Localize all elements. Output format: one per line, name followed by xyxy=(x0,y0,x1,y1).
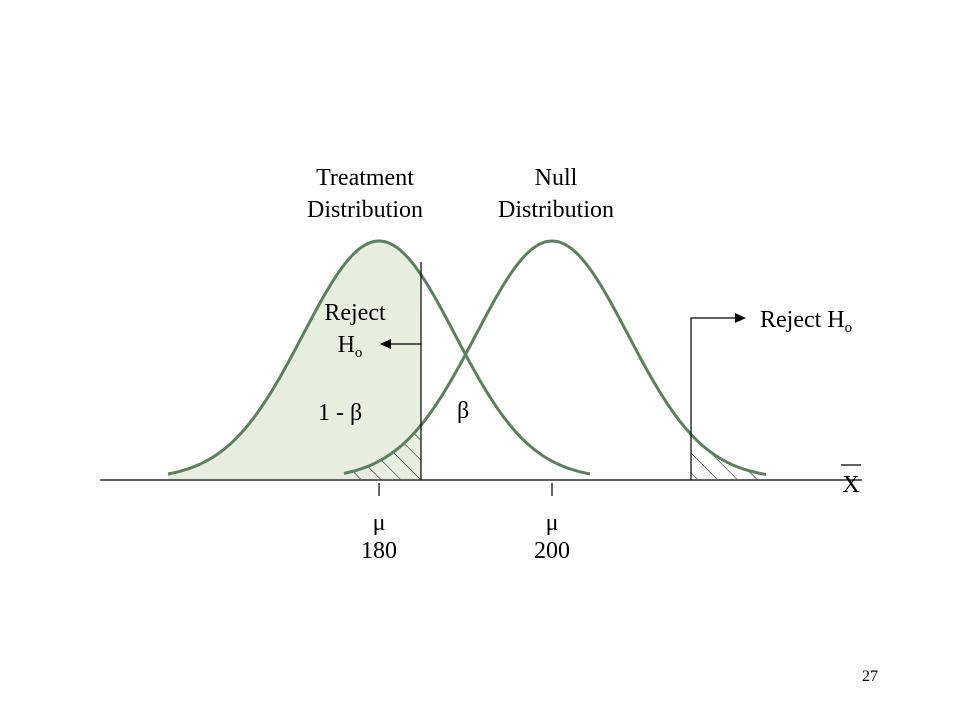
reject-right-subscript: o xyxy=(845,320,853,336)
null-title-line1: Null xyxy=(535,165,578,191)
mu-null-value: 200 xyxy=(534,538,570,564)
treatment-distribution-curve xyxy=(167,239,591,476)
treatment-title-line2: Distribution xyxy=(307,197,423,223)
mu-treatment-value: 180 xyxy=(361,538,397,564)
reject-left-h: H xyxy=(338,332,355,358)
power-label: 1 - β xyxy=(318,400,362,426)
mu-treatment-symbol: μ xyxy=(373,510,386,536)
reject-left-label-line1: Reject xyxy=(324,300,386,326)
reject-right-text: Reject H xyxy=(760,307,845,333)
reject-left-subscript: o xyxy=(355,345,363,361)
treatment-title-line1: Treatment xyxy=(316,165,414,191)
null-distribution-curve xyxy=(343,239,767,476)
critical-line-right xyxy=(690,317,738,480)
reject-left-arrowhead xyxy=(380,339,391,349)
reject-right-arrowhead xyxy=(735,313,746,323)
rejection-region-hatch-right xyxy=(691,434,766,479)
x-bar-symbol: X xyxy=(842,472,859,498)
mu-null-symbol: μ xyxy=(546,510,559,536)
power-region-fill xyxy=(168,241,421,479)
reject-right-label: Reject Ho xyxy=(760,307,852,336)
page-number: 27 xyxy=(862,668,878,685)
null-title-line2: Distribution xyxy=(498,197,614,223)
reject-left-label-line2: Ho xyxy=(338,332,363,361)
beta-label: β xyxy=(457,398,469,424)
type-two-error-hatch-left xyxy=(344,426,421,479)
